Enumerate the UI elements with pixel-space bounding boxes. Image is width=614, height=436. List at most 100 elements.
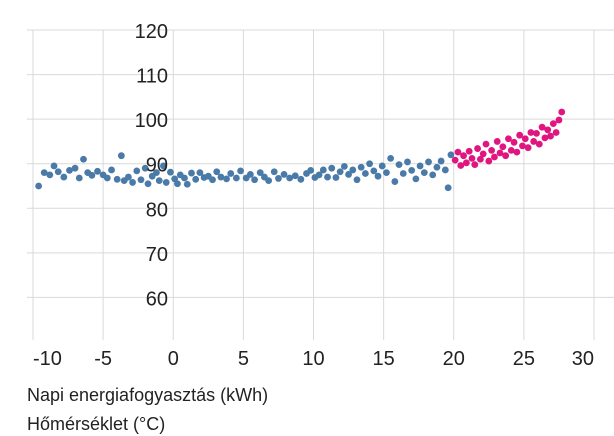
data-point xyxy=(447,151,455,159)
data-point xyxy=(153,169,160,177)
data-point xyxy=(275,175,282,182)
data-point xyxy=(505,135,512,143)
y-tick-label: 70 xyxy=(146,244,168,266)
data-point xyxy=(66,167,73,174)
grid-layer xyxy=(27,29,614,340)
data-point xyxy=(265,177,273,185)
data-point xyxy=(451,156,459,164)
data-point xyxy=(35,182,43,190)
data-point xyxy=(437,157,445,165)
data-point xyxy=(399,170,407,177)
data-point xyxy=(75,174,83,182)
x-tick-label: 15 xyxy=(373,348,395,370)
data-point xyxy=(251,176,258,184)
data-point xyxy=(108,166,115,174)
data-point xyxy=(291,172,299,180)
data-point xyxy=(527,129,535,136)
points-layer xyxy=(35,108,566,192)
data-point xyxy=(441,166,449,174)
data-point xyxy=(227,170,235,177)
data-point xyxy=(353,176,361,184)
data-point xyxy=(50,162,58,170)
data-point xyxy=(460,152,467,160)
data-point xyxy=(213,168,221,176)
data-point xyxy=(519,142,526,150)
data-point xyxy=(444,184,452,192)
data-point xyxy=(361,170,369,177)
data-point xyxy=(541,134,549,142)
data-point xyxy=(471,161,479,169)
data-point xyxy=(167,168,174,176)
data-point xyxy=(482,140,490,148)
data-point xyxy=(374,172,382,180)
data-point xyxy=(124,173,132,181)
data-point xyxy=(60,173,68,181)
data-point xyxy=(307,167,315,174)
data-point xyxy=(54,168,62,176)
x-tick-label: -10 xyxy=(33,348,62,370)
data-point xyxy=(433,163,441,171)
data-point xyxy=(160,162,167,170)
y-tick-label: 100 xyxy=(135,110,168,132)
data-point xyxy=(513,148,521,156)
data-point xyxy=(280,171,288,178)
data-point xyxy=(558,108,566,116)
data-point xyxy=(46,171,54,179)
data-point xyxy=(425,158,432,166)
data-point xyxy=(493,138,501,145)
data-point xyxy=(547,132,554,140)
data-point xyxy=(315,171,323,179)
data-point xyxy=(549,120,557,127)
data-point xyxy=(538,123,546,131)
x-tick-label: 10 xyxy=(302,348,324,370)
data-point xyxy=(378,162,386,170)
data-point xyxy=(499,143,507,151)
x-tick-label: 30 xyxy=(572,348,594,370)
data-point xyxy=(232,174,240,182)
data-point xyxy=(370,167,378,175)
data-point xyxy=(496,149,504,157)
data-point xyxy=(192,175,200,183)
data-point xyxy=(465,147,473,155)
data-point xyxy=(468,154,476,162)
data-point xyxy=(488,146,496,154)
y-tick-label: 120 xyxy=(135,21,168,43)
data-point xyxy=(256,169,264,177)
data-point xyxy=(507,146,515,154)
y-tick-label: 110 xyxy=(136,66,168,88)
data-point xyxy=(246,171,254,178)
data-point xyxy=(516,131,524,139)
data-point xyxy=(366,160,373,168)
data-point xyxy=(349,166,357,174)
x-tick-label: 0 xyxy=(168,348,179,370)
data-point xyxy=(391,178,399,185)
data-point xyxy=(297,175,305,183)
x-tick-label: -5 xyxy=(94,348,112,370)
data-point xyxy=(144,180,152,188)
data-point xyxy=(535,140,543,148)
data-point xyxy=(217,173,225,181)
data-point xyxy=(133,167,141,175)
x-axis-title: Hőmérséklet (°C) xyxy=(27,414,165,434)
x-tick-label: 20 xyxy=(443,348,465,370)
data-point xyxy=(454,148,462,156)
data-point xyxy=(103,174,111,182)
data-point xyxy=(71,164,79,172)
data-point xyxy=(113,175,121,183)
data-point xyxy=(510,138,518,146)
data-point xyxy=(80,155,87,163)
data-point xyxy=(521,135,529,143)
data-point xyxy=(183,180,191,188)
data-point xyxy=(129,179,136,186)
data-point xyxy=(429,171,437,179)
y-axis-title: Napi energiafogyasztás (kWh) xyxy=(27,385,268,405)
data-point xyxy=(479,150,487,158)
data-point xyxy=(286,174,294,182)
data-point xyxy=(357,163,365,171)
data-point xyxy=(340,162,348,170)
data-point xyxy=(474,145,481,152)
data-point xyxy=(40,169,48,177)
data-point xyxy=(485,157,493,165)
